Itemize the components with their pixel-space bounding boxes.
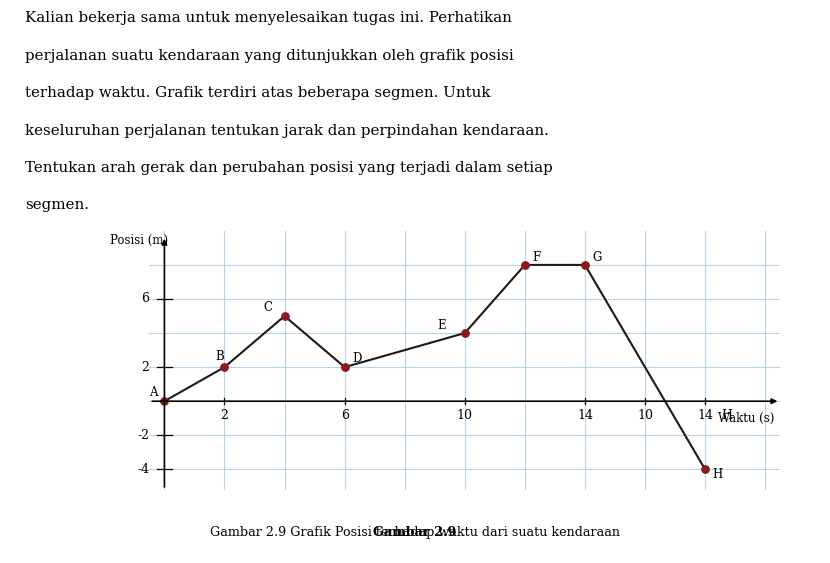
Text: 10: 10 [637,409,653,422]
Point [458,329,471,338]
Point [518,261,531,270]
Text: Gambar 2.9: Gambar 2.9 [374,525,456,539]
Text: G: G [593,251,602,263]
Text: 10: 10 [457,409,473,422]
Text: C: C [264,301,272,314]
Text: B: B [216,350,224,363]
Text: terhadap waktu. Grafik terdiri atas beberapa segmen. Untuk: terhadap waktu. Grafik terdiri atas bebe… [25,86,491,100]
Point [338,363,351,372]
Text: 2: 2 [142,361,149,374]
Text: E: E [437,319,447,332]
Text: 14: 14 [577,409,593,422]
Text: Gambar 2.9 Grafik Posisi terhadap waktu dari suatu kendaraan: Gambar 2.9 Grafik Posisi terhadap waktu … [210,525,620,539]
Text: -2: -2 [138,429,149,442]
Text: 6: 6 [141,293,149,306]
Text: segmen.: segmen. [25,198,89,212]
Text: perjalanan suatu kendaraan yang ditunjukkan oleh grafik posisi: perjalanan suatu kendaraan yang ditunjuk… [25,48,514,62]
Text: 6: 6 [340,409,349,422]
Text: 2: 2 [221,409,228,422]
Text: keseluruhan perjalanan tentukan jarak dan perpindahan kendaraan.: keseluruhan perjalanan tentukan jarak da… [25,123,549,137]
Point [579,261,592,270]
Text: H: H [713,468,723,481]
Text: H: H [721,409,733,422]
Text: Posisi (m): Posisi (m) [110,234,168,247]
Point [278,311,291,320]
Text: Kalian bekerja sama untuk menyelesaikan tugas ini. Perhatikan: Kalian bekerja sama untuk menyelesaikan … [25,11,512,25]
Text: A: A [149,386,158,399]
Text: Waktu (s): Waktu (s) [718,412,774,425]
Point [217,363,231,372]
Text: -4: -4 [137,463,149,476]
Text: D: D [352,352,362,365]
Point [699,465,712,474]
Text: F: F [532,251,540,263]
Point [158,397,171,406]
Text: 14: 14 [697,409,713,422]
Text: Tentukan arah gerak dan perubahan posisi yang terjadi dalam setiap: Tentukan arah gerak dan perubahan posisi… [25,161,553,175]
